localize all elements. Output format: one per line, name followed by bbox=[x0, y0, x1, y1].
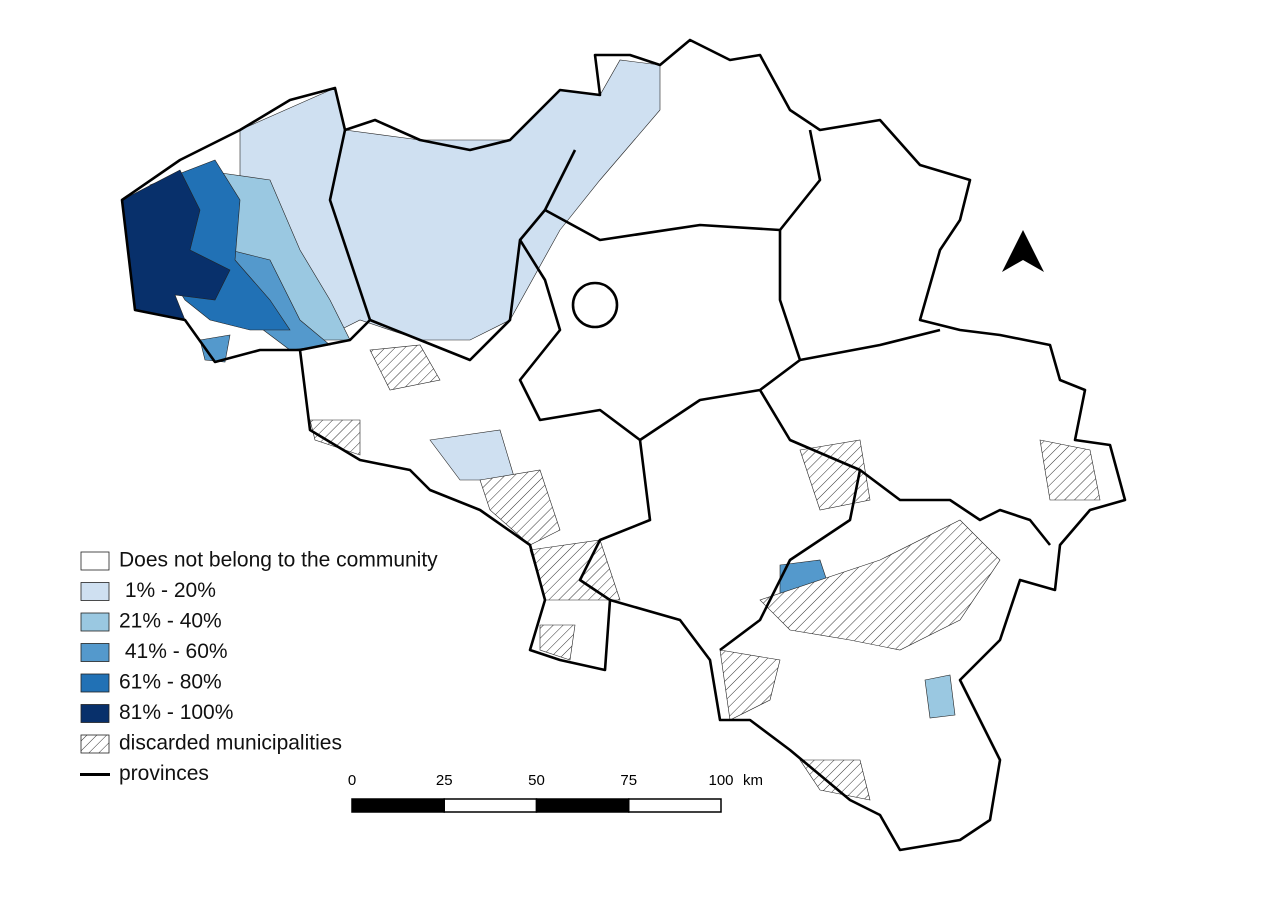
area bbox=[539, 624, 576, 661]
legend: Does not belong to the community 1% - 20… bbox=[80, 549, 438, 785]
province-border bbox=[299, 129, 372, 352]
legend-label: discarded municipalities bbox=[119, 732, 342, 755]
discarded-areas bbox=[309, 344, 1101, 801]
province-border bbox=[571, 281, 619, 329]
area bbox=[759, 519, 1001, 651]
legend-label: 61% - 80% bbox=[119, 671, 222, 694]
legend-label: 21% - 40% bbox=[119, 610, 222, 633]
legend-label: Does not belong to the community bbox=[119, 549, 438, 572]
legend-swatch bbox=[80, 612, 110, 632]
legend-swatch bbox=[80, 673, 110, 693]
scale-label: 50 bbox=[528, 772, 545, 789]
legend-swatch bbox=[80, 643, 110, 662]
legend-swatch bbox=[80, 734, 110, 754]
area bbox=[369, 344, 441, 391]
province-border bbox=[518, 230, 802, 442]
north-arrow bbox=[1002, 230, 1044, 272]
legend-swatch bbox=[80, 551, 110, 571]
area bbox=[924, 674, 956, 719]
legend-label: 41% - 60% bbox=[119, 640, 228, 663]
scale-unit: km bbox=[743, 772, 763, 789]
province-border bbox=[544, 129, 822, 242]
scale-label: 0 bbox=[348, 772, 356, 789]
country-border bbox=[120, 38, 1127, 852]
area bbox=[799, 759, 871, 801]
legend-swatch bbox=[80, 704, 110, 723]
scale-bar: 0 25 50 75 100 km bbox=[348, 772, 763, 813]
scale-label: 75 bbox=[620, 772, 637, 789]
legend-label: provinces bbox=[119, 762, 209, 785]
area bbox=[799, 439, 871, 511]
scale-segment bbox=[628, 798, 722, 813]
area bbox=[1039, 439, 1101, 501]
legend-swatch bbox=[80, 582, 110, 601]
scale-label: 25 bbox=[436, 772, 453, 789]
province-border bbox=[758, 389, 1052, 546]
province-border bbox=[719, 469, 862, 652]
scale-label: 100 bbox=[708, 772, 733, 789]
province-border bbox=[799, 328, 941, 362]
area bbox=[309, 419, 361, 456]
province-border bbox=[578, 439, 652, 602]
scale-segment bbox=[535, 798, 630, 813]
legend-label: 1% - 20% bbox=[119, 579, 216, 602]
country bbox=[120, 38, 1127, 852]
area bbox=[479, 469, 561, 546]
legend-label: 81% - 100% bbox=[119, 701, 233, 724]
scale-segment bbox=[351, 798, 445, 813]
area bbox=[199, 334, 231, 363]
scale-segment bbox=[443, 798, 538, 813]
area bbox=[719, 649, 781, 721]
